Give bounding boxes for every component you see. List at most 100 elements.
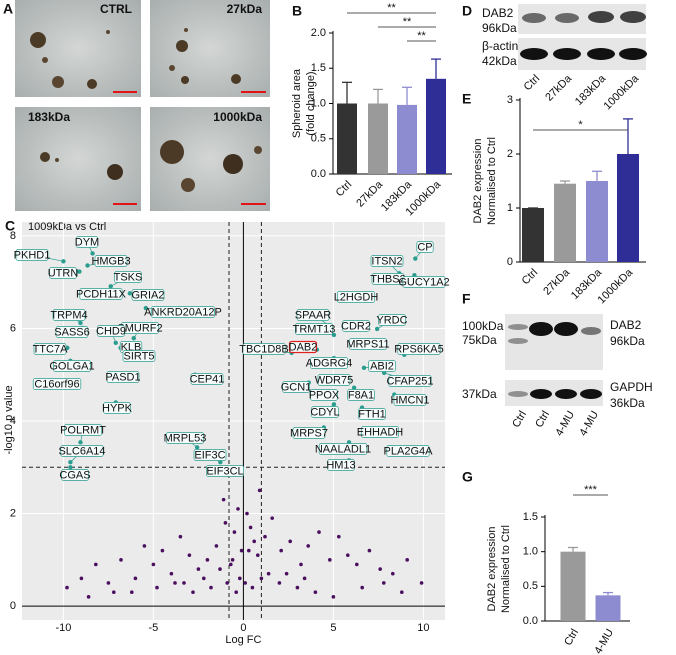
label-box: [318, 443, 368, 455]
point: [405, 558, 410, 562]
point-label: ABI2: [370, 360, 394, 372]
point-label: MRPS11: [346, 338, 389, 350]
point-label: TSKS: [114, 271, 143, 283]
label-box: [337, 291, 375, 303]
x-tick-label: -10: [55, 622, 71, 634]
point: [223, 521, 228, 525]
micrograph: [150, 0, 270, 97]
point-label: CFAP251: [386, 375, 433, 387]
y-tick-label: 0: [10, 600, 16, 612]
point: [255, 553, 260, 558]
point: [229, 562, 233, 567]
point-label: EIF3C: [194, 449, 225, 461]
point-label: GCN1: [281, 381, 312, 393]
bar: [426, 78, 446, 174]
label-box: [15, 249, 49, 261]
label-box: [361, 426, 399, 438]
label-box: [49, 267, 77, 279]
point-label: TRMT13: [293, 323, 336, 335]
point: [413, 256, 418, 261]
point: [284, 571, 289, 576]
point: [78, 320, 83, 326]
point-label: CGAS: [59, 469, 90, 481]
label-box: [282, 381, 310, 393]
x-tick-label: 27kDa: [541, 266, 573, 298]
point-label: TBC1D8B: [239, 343, 289, 355]
blot-size: 96kDa: [482, 21, 517, 35]
label-box: [166, 432, 204, 444]
label-box: [114, 271, 142, 283]
point-label: TRPM4: [50, 309, 87, 321]
label-box: [342, 320, 370, 332]
point: [142, 544, 147, 548]
label-box: [388, 375, 432, 387]
y-tick-label: 8: [10, 230, 16, 242]
point: [400, 590, 404, 595]
point: [277, 581, 282, 585]
blot-protein: DAB2: [610, 318, 642, 332]
y-tick-label: 3: [507, 94, 513, 106]
point-label: SIRT5: [124, 350, 155, 362]
label-box: [310, 357, 348, 369]
point: [160, 548, 165, 553]
y-axis-label: Spheroid area: [291, 68, 303, 138]
label-box: [53, 360, 91, 372]
point: [234, 590, 238, 595]
y-axis-label: DAB2 expression: [486, 527, 498, 612]
point: [232, 530, 237, 534]
point: [68, 465, 73, 470]
point: [419, 581, 424, 585]
y-tick-label: 1.0: [523, 546, 538, 558]
label-box: [370, 255, 404, 267]
point-label: NAALADL1: [315, 443, 371, 455]
x-tick-label: Ctrl: [520, 267, 541, 288]
point: [173, 581, 177, 585]
point-label: EIF3CL: [206, 465, 243, 477]
point: [187, 553, 192, 558]
point-label: UTRN: [48, 267, 79, 279]
lane-label: 1000kDa: [602, 72, 642, 112]
point: [259, 576, 264, 581]
point: [131, 335, 136, 341]
label-box: [349, 338, 387, 350]
bar: [595, 595, 621, 621]
lane-label: Ctrl: [510, 409, 529, 430]
image-label: 27kDa: [227, 2, 263, 16]
point: [263, 534, 267, 539]
point-label: HMGB3: [91, 255, 130, 267]
point: [230, 558, 235, 562]
marker-label: 100kDa: [462, 319, 504, 333]
blot-size: 36kDa: [610, 396, 645, 410]
point: [360, 585, 365, 590]
label-box: [75, 236, 99, 248]
blot-size: 96kDa: [610, 334, 645, 348]
label-box: [61, 469, 89, 481]
point-label: CEP41: [190, 373, 225, 385]
point: [288, 539, 293, 544]
point: [367, 548, 372, 553]
point: [317, 530, 321, 534]
label-box: [79, 288, 123, 300]
bar: [337, 103, 357, 174]
point: [112, 590, 116, 595]
point-label: SMURF2: [117, 322, 162, 334]
point-label: SPAAR: [295, 309, 332, 321]
micrograph: [15, 107, 141, 211]
lane-label: Ctrl: [522, 73, 543, 94]
y-tick-label: 2: [10, 507, 16, 519]
point-label: GUCY1A2: [398, 276, 449, 288]
lane-label: 4-MU: [577, 409, 601, 438]
image-label: CTRL: [100, 2, 132, 16]
label-box: [393, 394, 427, 406]
point-label: RPS6KA5: [394, 343, 444, 355]
blot-size: 42kDa: [482, 54, 517, 68]
panel-letter: F: [462, 291, 471, 307]
point: [169, 571, 174, 576]
point: [331, 595, 336, 599]
bar: [617, 154, 639, 262]
point: [331, 332, 337, 338]
label-box: [103, 402, 131, 414]
point: [133, 576, 138, 581]
x-tick-label: 0: [240, 622, 246, 634]
